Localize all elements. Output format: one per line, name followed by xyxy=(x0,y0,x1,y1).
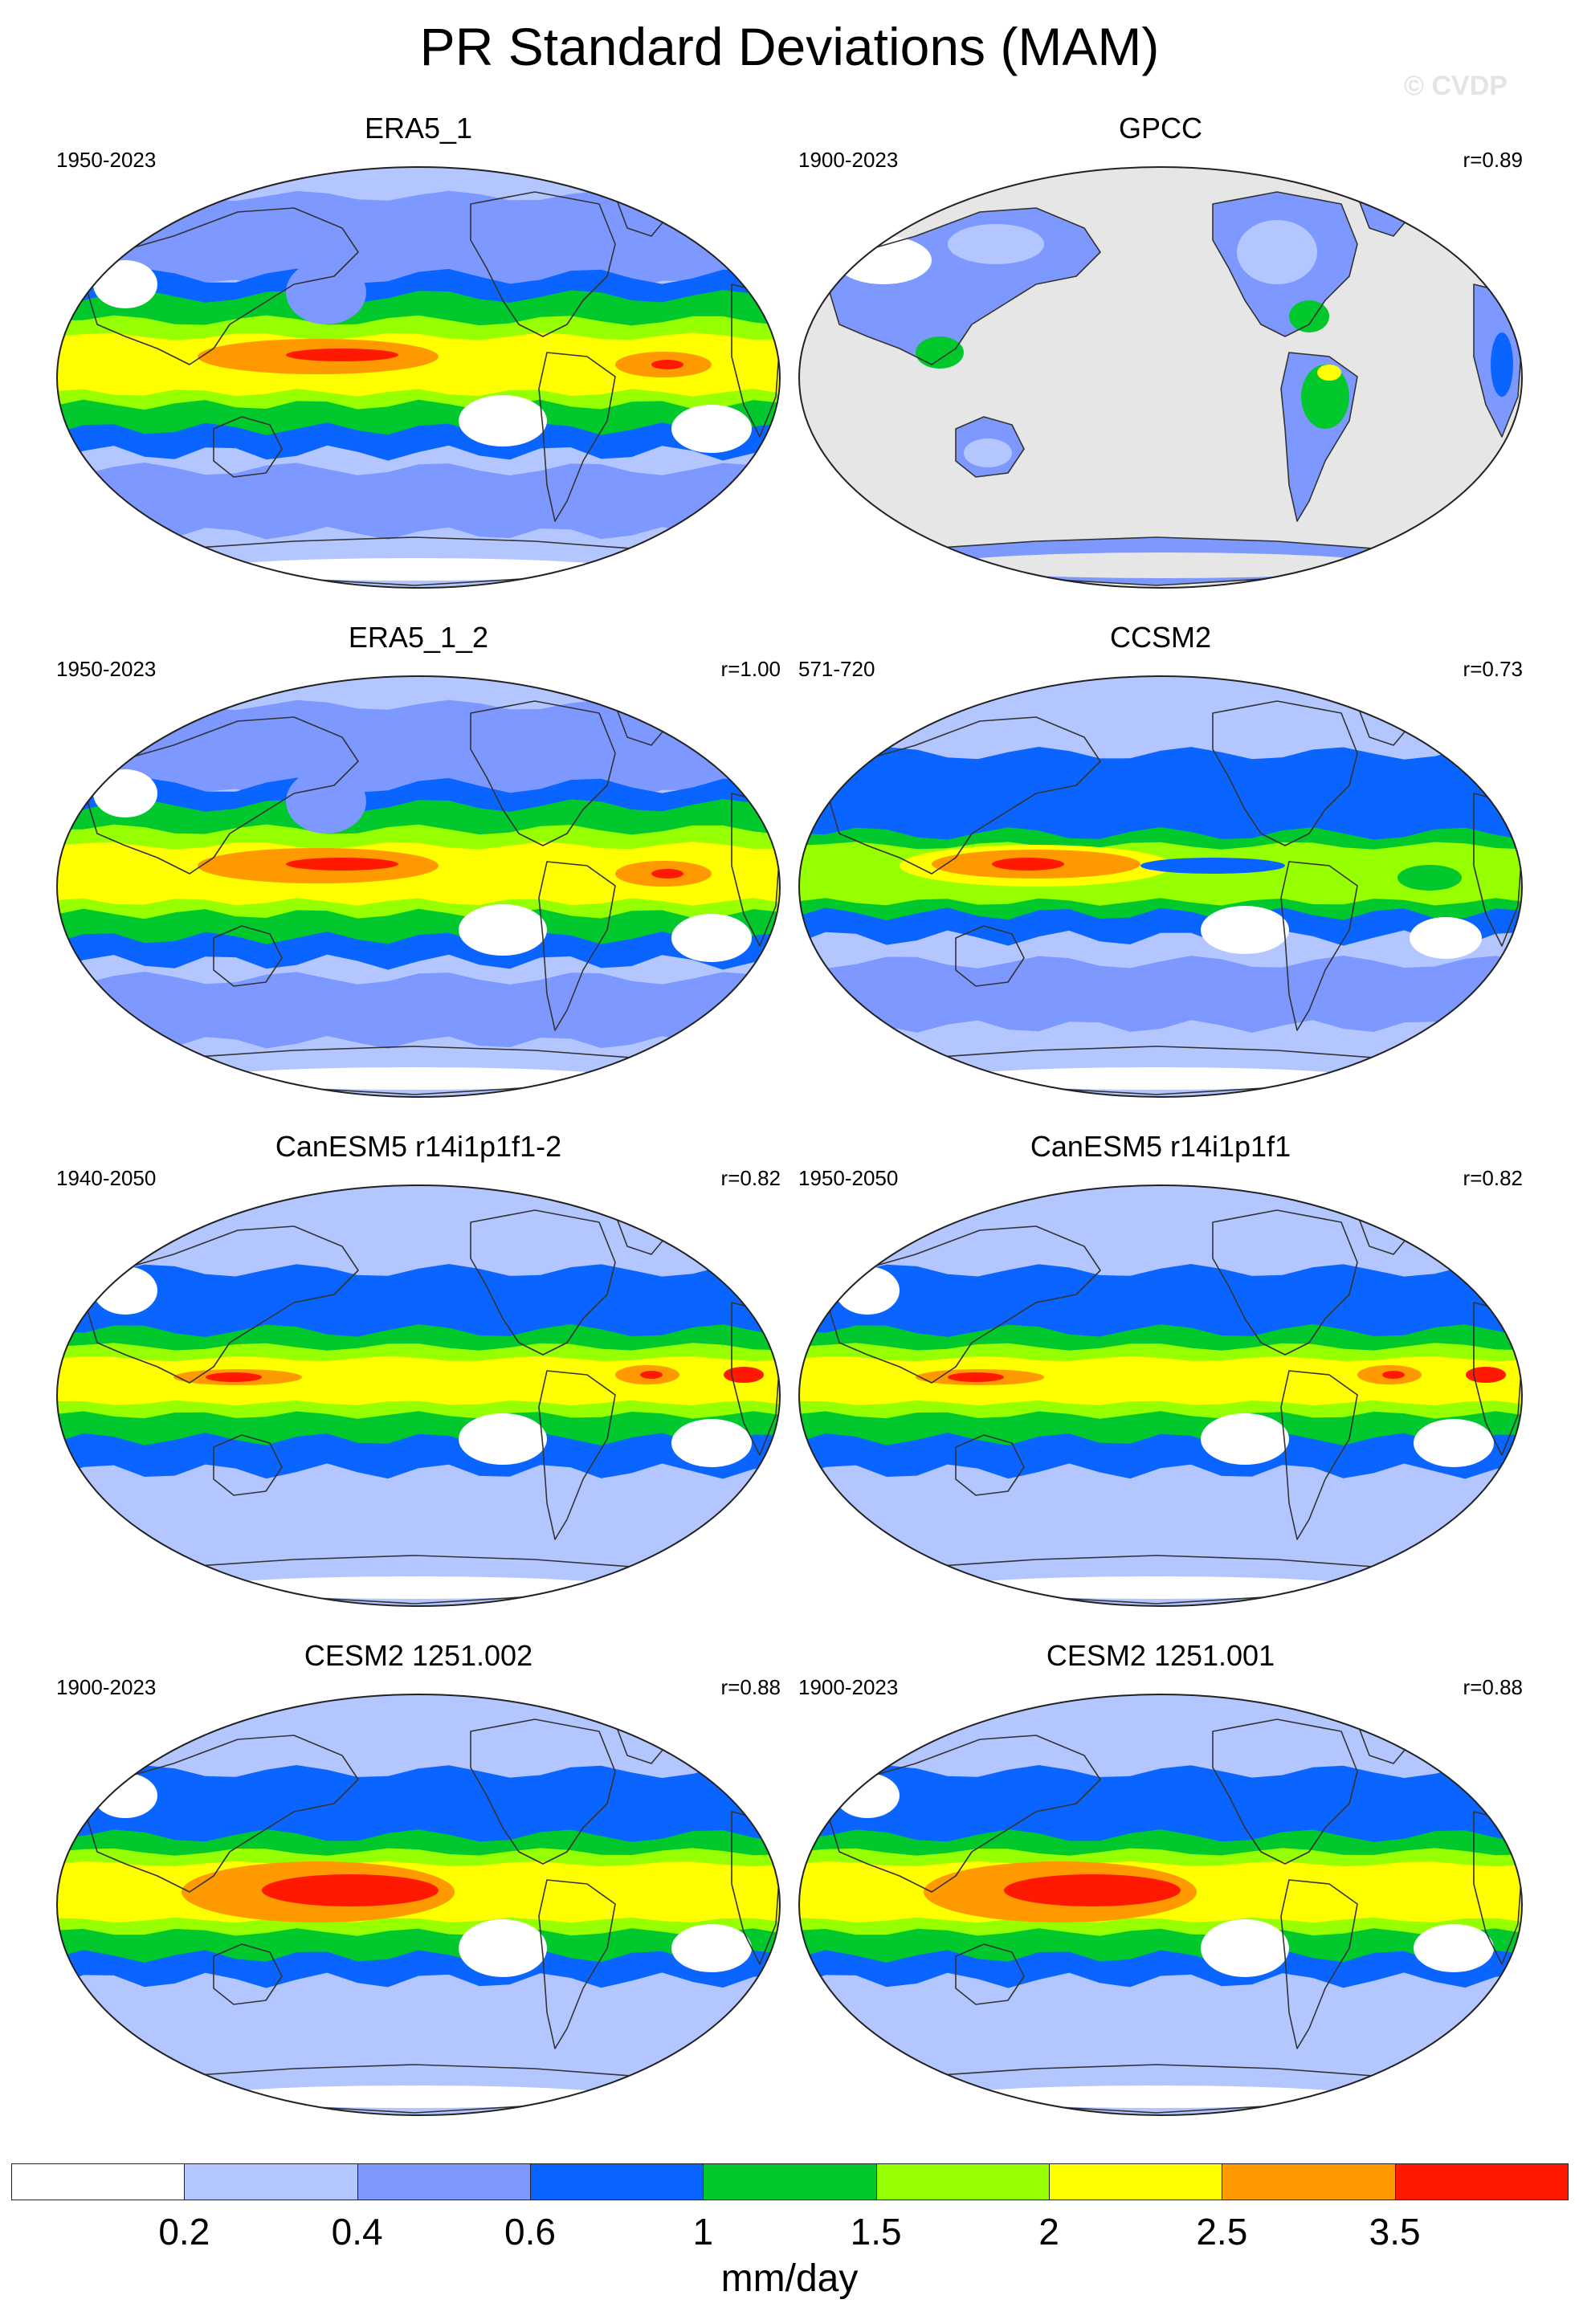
robinson-map xyxy=(798,1694,1523,2116)
panel-years: 571-720 xyxy=(798,657,875,681)
precip-field xyxy=(57,167,780,588)
colorbar-box xyxy=(184,2163,358,2200)
panel-years: 1900-2023 xyxy=(798,148,899,172)
panel-correlation: r=0.82 xyxy=(720,1166,781,1190)
colorbar-box xyxy=(875,2163,1050,2200)
precip-field xyxy=(57,1185,780,1606)
map-panel: CanESM5 r14i1p1f1-2 1940-2050 r=0.82 xyxy=(53,1130,784,1607)
panel-title: CanESM5 r14i1p1f1 xyxy=(1030,1130,1291,1163)
robinson-map xyxy=(56,1694,781,2116)
colorbar-tick-label: 0.6 xyxy=(504,2211,556,2253)
panel-title: CanESM5 r14i1p1f1-2 xyxy=(275,1130,562,1163)
panel-title: CCSM2 xyxy=(1109,621,1212,654)
map-panel: ERA5_1_2 1950-2023 r=1.00 xyxy=(53,621,784,1098)
coastlines xyxy=(84,1205,780,1604)
colorbar-tick-label: 0.2 xyxy=(158,2211,210,2253)
map-outline xyxy=(798,1694,1523,2116)
colorbar-tick-label: 1 xyxy=(692,2211,714,2253)
panel-correlation: r=0.88 xyxy=(720,1675,781,1699)
colorbar-units: mm/day xyxy=(720,2257,859,2300)
panel-years: 1950-2023 xyxy=(56,657,157,681)
cvdp-watermark: © CVDP xyxy=(1404,71,1508,101)
panel-years: 1940-2050 xyxy=(56,1166,157,1190)
panel-title: CESM2 1251.002 xyxy=(304,1639,533,1672)
colorbar-box xyxy=(1394,2163,1569,2200)
map-panel: ERA5_1 1950-2023 xyxy=(53,112,784,589)
map-outline xyxy=(56,1694,781,2116)
precip-field xyxy=(57,676,780,1097)
robinson-map xyxy=(56,675,781,1098)
robinson-map xyxy=(56,1184,781,1607)
colorbar-tick-label: 0.4 xyxy=(331,2211,383,2253)
map-outline xyxy=(56,166,781,589)
colorbar-box xyxy=(703,2163,877,2200)
precip-field xyxy=(799,676,1522,1097)
robinson-map xyxy=(798,1184,1523,1607)
map-outline xyxy=(56,1184,781,1607)
colorbar-tick-label: 2.5 xyxy=(1196,2211,1248,2253)
colorbar-box xyxy=(357,2163,531,2200)
map-panel: CanESM5 r14i1p1f1 1950-2050 r=0.82 xyxy=(795,1130,1526,1607)
colorbar-tick-label: 2 xyxy=(1038,2211,1059,2253)
map-outline xyxy=(798,1184,1523,1607)
colorbar xyxy=(11,2163,1569,2208)
panel-correlation: r=0.89 xyxy=(1463,148,1523,172)
map-panel: CESM2 1251.002 1900-2023 r=0.88 xyxy=(53,1639,784,2116)
colorbar-tick-label: 1.5 xyxy=(850,2211,902,2253)
panel-correlation: r=0.73 xyxy=(1463,657,1523,681)
panel-title: ERA5_1_2 xyxy=(348,621,489,654)
map-outline xyxy=(798,166,1523,589)
colorbar-box xyxy=(11,2163,186,2200)
panel-years: 1950-2050 xyxy=(798,1166,899,1190)
panel-years: 1950-2023 xyxy=(56,148,157,172)
figure-title: PR Standard Deviations (MAM) xyxy=(419,17,1160,76)
map-panel: CESM2 1251.001 1900-2023 r=0.88 xyxy=(795,1639,1526,2116)
panel-correlation: r=1.00 xyxy=(720,657,781,681)
panel-years: 1900-2023 xyxy=(798,1675,899,1699)
map-panel: GPCC 1900-2023 r=0.89 xyxy=(795,112,1526,589)
robinson-map xyxy=(798,675,1523,1098)
colorbar-box xyxy=(1222,2163,1396,2200)
robinson-map xyxy=(56,166,781,589)
panel-years: 1900-2023 xyxy=(56,1675,157,1699)
panel-title: CESM2 1251.001 xyxy=(1046,1639,1275,1672)
precip-field xyxy=(57,1694,780,2115)
panel-correlation: r=0.82 xyxy=(1463,1166,1523,1190)
panel-correlation: r=0.88 xyxy=(1463,1675,1523,1699)
map-outline xyxy=(56,675,781,1098)
panel-title: ERA5_1 xyxy=(364,112,473,145)
map-outline xyxy=(798,675,1523,1098)
colorbar-box xyxy=(1049,2163,1223,2200)
robinson-map xyxy=(798,166,1523,589)
precip-field xyxy=(799,1694,1522,2115)
panel-title: GPCC xyxy=(1118,112,1202,145)
precip-field xyxy=(799,167,1522,588)
colorbar-tick-label: 3.5 xyxy=(1369,2211,1421,2253)
precip-field xyxy=(799,1185,1522,1606)
colorbar-box xyxy=(530,2163,704,2200)
map-panel: CCSM2 571-720 r=0.73 xyxy=(795,621,1526,1098)
